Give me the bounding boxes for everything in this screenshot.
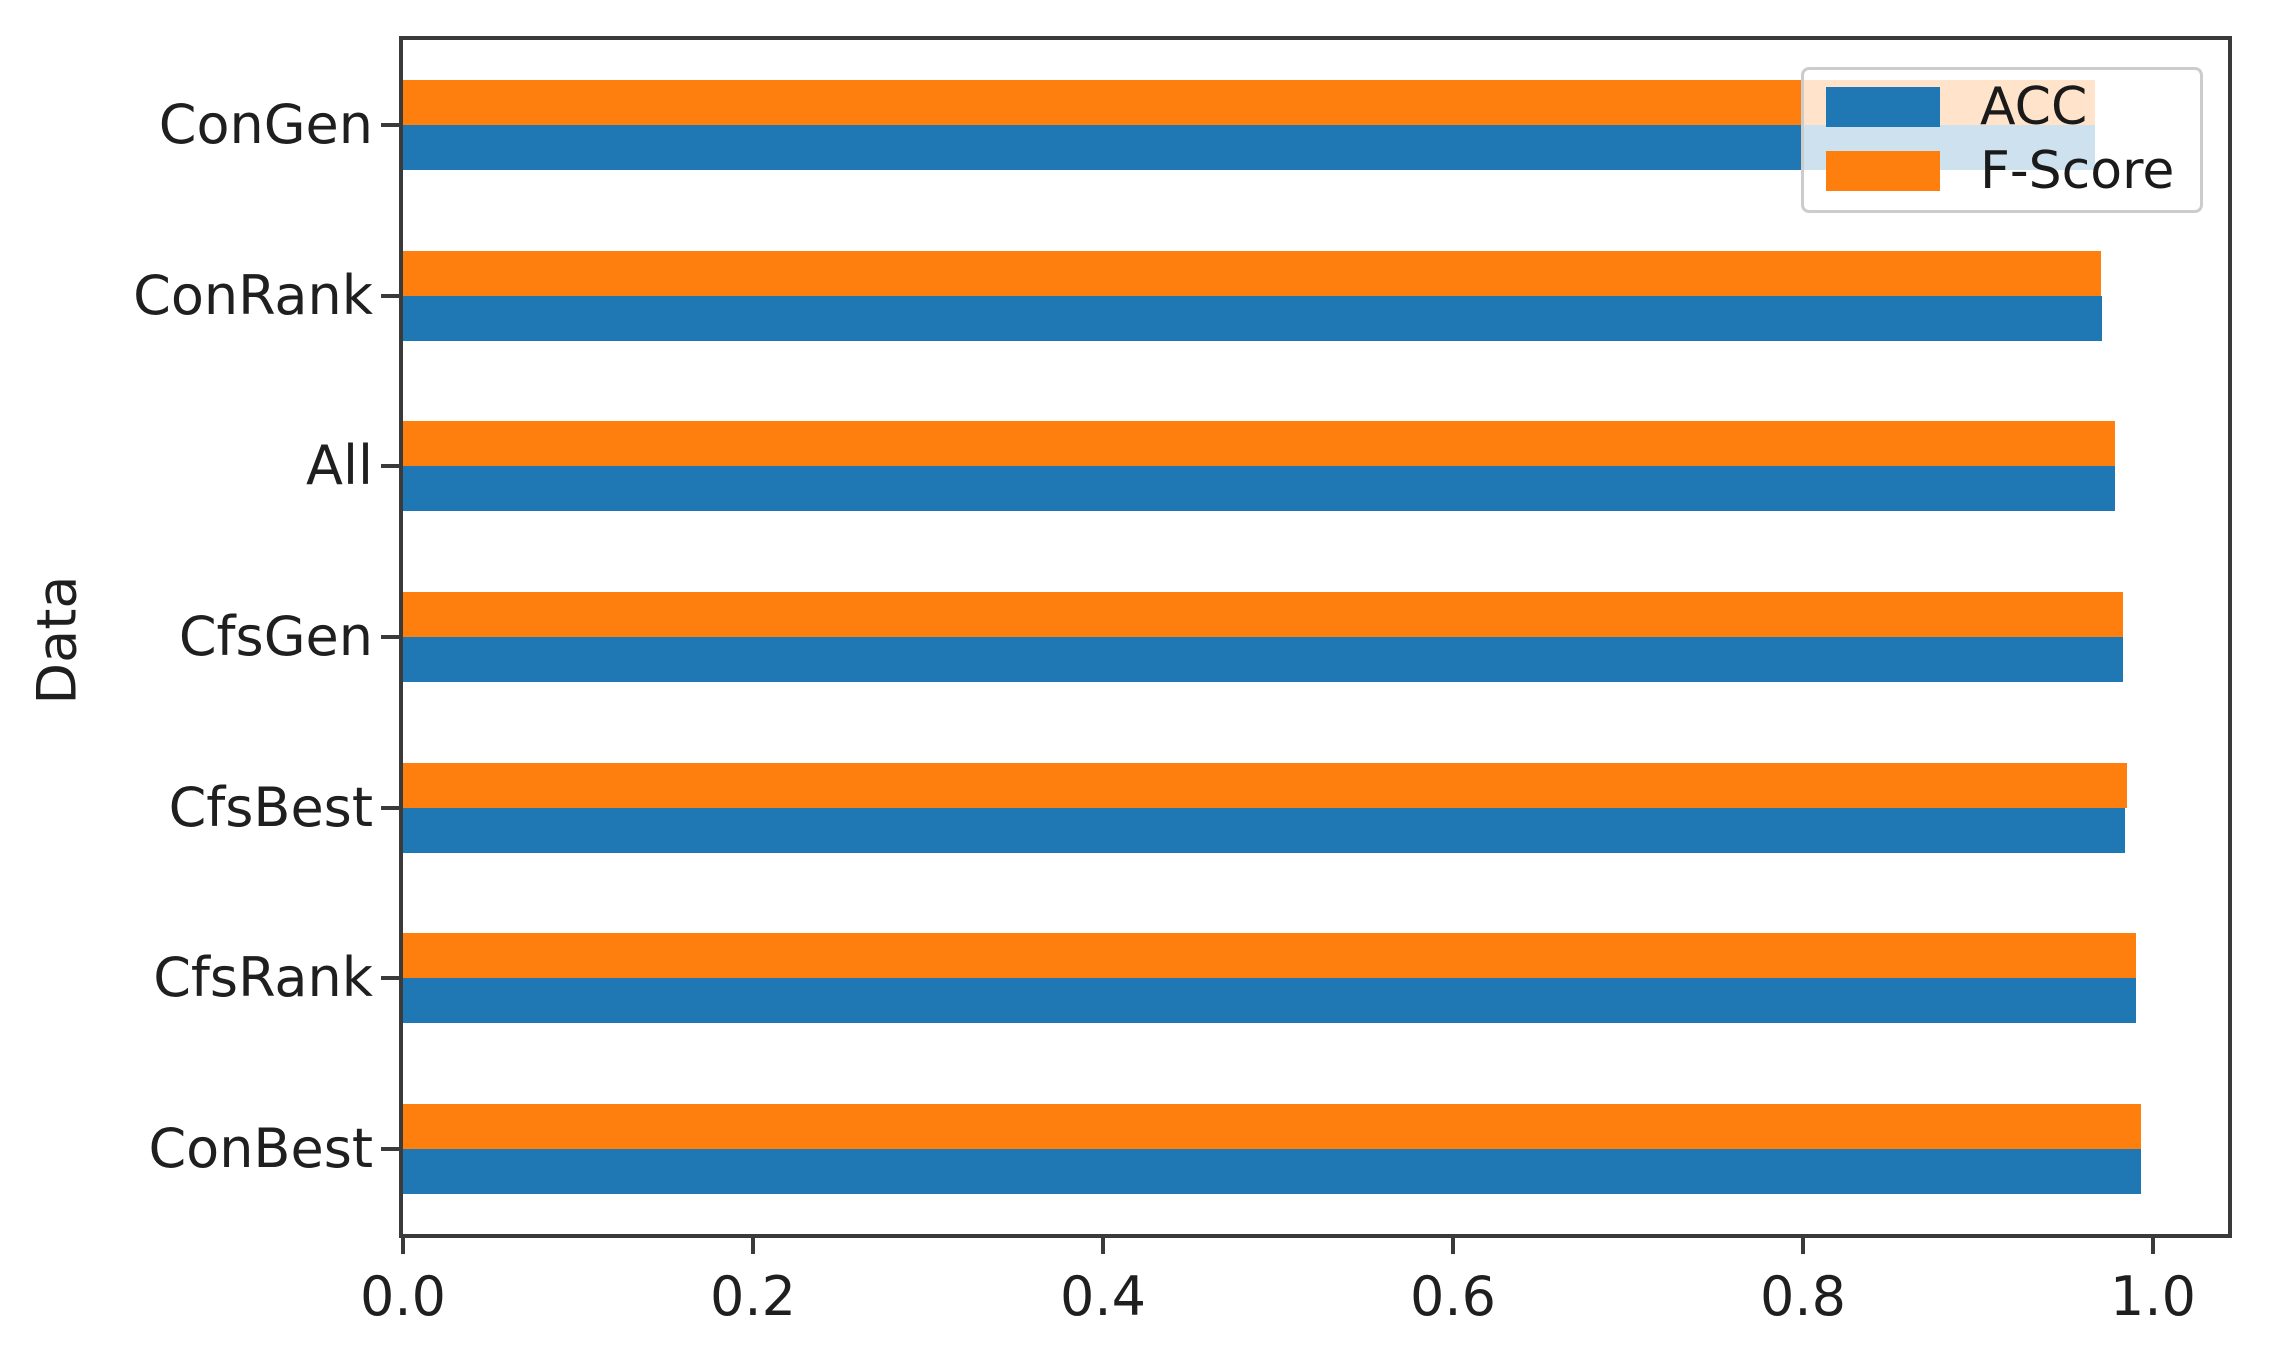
bar-f-score-conrank [403,250,2101,296]
y-tick-mark [381,805,403,810]
y-axis-title: Data [25,575,89,705]
y-tick-label-cfsbest: CfsBest [168,775,373,839]
bar-f-score-conbest [403,1103,2141,1149]
y-tick-mark [381,123,403,128]
legend-row-f-score: F-Score [1826,141,2182,201]
y-tick-label-cfsrank: CfsRank [153,946,373,1010]
bar-acc-all [403,466,2115,512]
y-tick-label-congen: ConGen [158,93,373,157]
legend-swatch-f-score [1826,151,1940,191]
y-tick-label-all: All [306,434,373,498]
x-tick-label: 0.8 [1760,1265,1846,1328]
x-tick-mark [751,1234,755,1254]
bar-f-score-cfsbest [403,762,2127,808]
x-tick-mark [1101,1234,1105,1254]
legend-label-f-score: F-Score [1980,141,2175,201]
y-tick-mark [381,976,403,981]
y-tick-label-conrank: ConRank [133,263,373,327]
legend-swatch-acc [1826,87,1940,127]
x-tick-mark [1801,1234,1805,1254]
x-tick-label: 0.2 [710,1265,796,1328]
legend-row-acc: ACC [1826,77,2182,137]
x-tick-label: 1.0 [2110,1265,2196,1328]
bar-f-score-all [403,421,2115,467]
y-tick-mark [381,1146,403,1151]
x-tick-label: 0.6 [1410,1265,1496,1328]
y-tick-label-cfsgen: CfsGen [178,605,373,668]
x-tick-label: 0.4 [1060,1265,1146,1328]
y-tick-mark [381,635,403,639]
bar-acc-conbest [403,1148,2141,1194]
bar-f-score-cfsgen [403,592,2123,637]
x-tick-mark [1451,1234,1455,1254]
y-tick-mark [381,293,403,298]
y-tick-label-conbest: ConBest [148,1116,373,1180]
x-tick-mark [2151,1234,2155,1254]
bar-acc-cfsbest [403,807,2125,853]
y-tick-mark [381,464,403,469]
bar-f-score-cfsrank [403,933,2136,979]
x-tick-mark [401,1234,405,1254]
x-tick-label: 0.0 [360,1265,446,1328]
bar-acc-cfsrank [403,978,2136,1024]
bar-acc-cfsgen [403,637,2123,682]
legend: ACC F-Score [1801,67,2203,213]
bar-acc-conrank [403,295,2102,341]
legend-label-acc: ACC [1980,77,2088,137]
